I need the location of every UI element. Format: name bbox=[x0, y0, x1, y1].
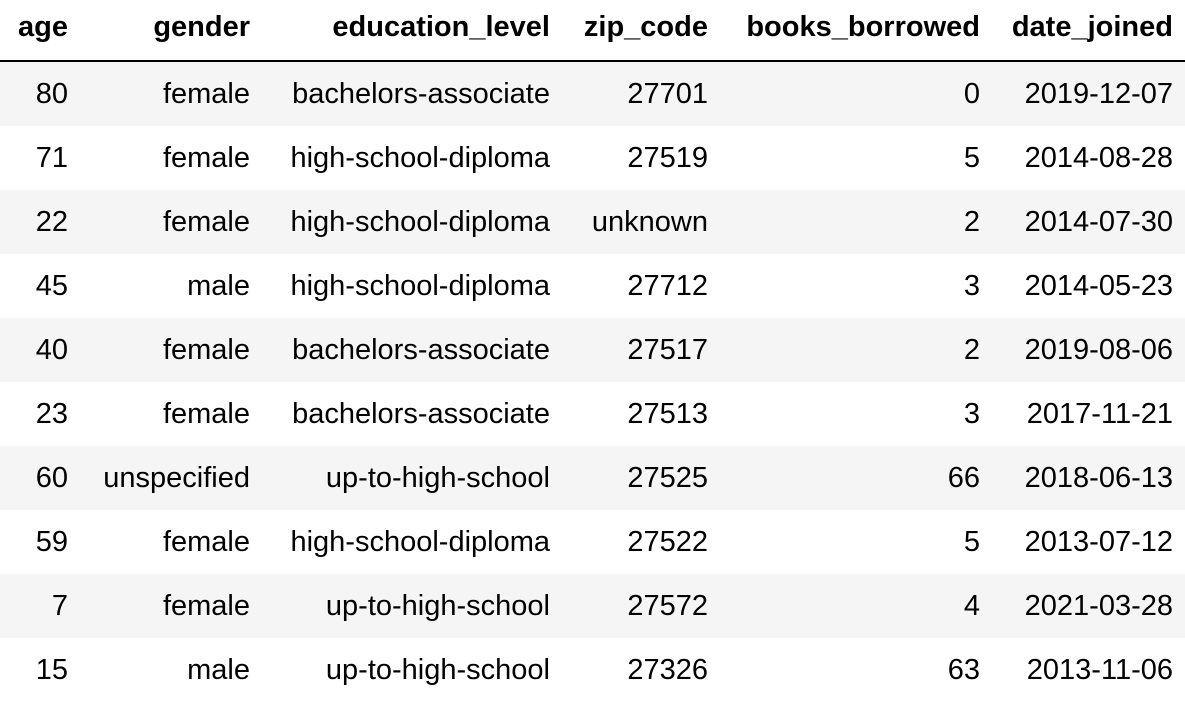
education-level-cell: high-school-diploma bbox=[262, 126, 562, 190]
age-cell: 80 bbox=[0, 61, 80, 126]
date-joined-cell: 2021-03-28 bbox=[992, 574, 1185, 638]
education-level-cell: high-school-diploma bbox=[262, 254, 562, 318]
gender-cell: female bbox=[80, 318, 262, 382]
column-header-zip-code[interactable]: zip_code bbox=[562, 0, 720, 62]
table-row: 15 male up-to-high-school 27326 63 2013-11-06 bbox=[0, 638, 1185, 702]
table-row: 45 male high-school-diploma 27712 3 2014-05-2… bbox=[0, 254, 1185, 318]
gender-cell: female bbox=[80, 574, 262, 638]
age-cell: 45 bbox=[0, 254, 80, 318]
age-cell: 60 bbox=[0, 446, 80, 510]
date-joined-cell: 2014-08-28 bbox=[992, 126, 1185, 190]
books-borrowed-cell: 2 bbox=[720, 318, 992, 382]
age-cell: 15 bbox=[0, 638, 80, 702]
zip-code-cell: unknown bbox=[562, 190, 720, 254]
books-borrowed-cell: 66 bbox=[720, 446, 992, 510]
gender-cell: female bbox=[80, 126, 262, 190]
age-cell: 59 bbox=[0, 510, 80, 574]
books-borrowed-cell: 0 bbox=[720, 61, 992, 126]
column-header-date-joined[interactable]: date_joined bbox=[992, 0, 1185, 62]
table-row: 7 female up-to-high-school 27572 4 2021-03-28 bbox=[0, 574, 1185, 638]
age-cell: 22 bbox=[0, 190, 80, 254]
table-body: 80 female bachelors-associate 27701 0 2019-12… bbox=[0, 61, 1185, 702]
table-row: 59 female high-school-diploma 27522 5 2013-07… bbox=[0, 510, 1185, 574]
table-row: 71 female high-school-diploma 27519 5 2014-08… bbox=[0, 126, 1185, 190]
age-cell: 71 bbox=[0, 126, 80, 190]
education-level-cell: bachelors-associate bbox=[262, 318, 562, 382]
education-level-cell: bachelors-associate bbox=[262, 382, 562, 446]
table-row: 22 female high-school-diploma unknown 2 2014-… bbox=[0, 190, 1185, 254]
zip-code-cell: 27513 bbox=[562, 382, 720, 446]
table-row: 80 female bachelors-associate 27701 0 2019-12… bbox=[0, 61, 1185, 126]
date-joined-cell: 2013-11-06 bbox=[992, 638, 1185, 702]
education-level-cell: high-school-diploma bbox=[262, 190, 562, 254]
age-cell: 40 bbox=[0, 318, 80, 382]
zip-code-cell: 27522 bbox=[562, 510, 720, 574]
zip-code-cell: 27525 bbox=[562, 446, 720, 510]
education-level-cell: up-to-high-school bbox=[262, 638, 562, 702]
gender-cell: female bbox=[80, 382, 262, 446]
education-level-cell: up-to-high-school bbox=[262, 574, 562, 638]
header-row: age gender education_level zip_code book… bbox=[0, 0, 1185, 62]
column-header-education-level[interactable]: education_level bbox=[262, 0, 562, 62]
date-joined-cell: 2018-06-13 bbox=[992, 446, 1185, 510]
zip-code-cell: 27701 bbox=[562, 61, 720, 126]
table-row: 40 female bachelors-associate 27517 2 2019-08… bbox=[0, 318, 1185, 382]
date-joined-cell: 2019-12-07 bbox=[992, 61, 1185, 126]
column-header-gender[interactable]: gender bbox=[80, 0, 262, 62]
gender-cell: unspecified bbox=[80, 446, 262, 510]
books-borrowed-cell: 3 bbox=[720, 382, 992, 446]
books-borrowed-cell: 2 bbox=[720, 190, 992, 254]
zip-code-cell: 27712 bbox=[562, 254, 720, 318]
date-joined-cell: 2013-07-12 bbox=[992, 510, 1185, 574]
gender-cell: female bbox=[80, 190, 262, 254]
age-cell: 7 bbox=[0, 574, 80, 638]
age-cell: 23 bbox=[0, 382, 80, 446]
table-header: age gender education_level zip_code book… bbox=[0, 0, 1185, 62]
books-borrowed-cell: 3 bbox=[720, 254, 992, 318]
gender-cell: male bbox=[80, 254, 262, 318]
table-row: 23 female bachelors-associate 27513 3 2017-11… bbox=[0, 382, 1185, 446]
books-borrowed-cell: 5 bbox=[720, 126, 992, 190]
education-level-cell: high-school-diploma bbox=[262, 510, 562, 574]
zip-code-cell: 27517 bbox=[562, 318, 720, 382]
zip-code-cell: 27519 bbox=[562, 126, 720, 190]
date-joined-cell: 2017-11-21 bbox=[992, 382, 1185, 446]
books-borrowed-cell: 63 bbox=[720, 638, 992, 702]
date-joined-cell: 2019-08-06 bbox=[992, 318, 1185, 382]
books-borrowed-cell: 5 bbox=[720, 510, 992, 574]
date-joined-cell: 2014-07-30 bbox=[992, 190, 1185, 254]
zip-code-cell: 27326 bbox=[562, 638, 720, 702]
books-borrowed-cell: 4 bbox=[720, 574, 992, 638]
column-header-books-borrowed[interactable]: books_borrowed bbox=[720, 0, 992, 62]
date-joined-cell: 2014-05-23 bbox=[992, 254, 1185, 318]
education-level-cell: bachelors-associate bbox=[262, 61, 562, 126]
gender-cell: male bbox=[80, 638, 262, 702]
gender-cell: female bbox=[80, 510, 262, 574]
education-level-cell: up-to-high-school bbox=[262, 446, 562, 510]
gender-cell: female bbox=[80, 61, 262, 126]
zip-code-cell: 27572 bbox=[562, 574, 720, 638]
column-header-age[interactable]: age bbox=[0, 0, 80, 62]
table-row: 60 unspecified up-to-high-school 27525 66 201… bbox=[0, 446, 1185, 510]
